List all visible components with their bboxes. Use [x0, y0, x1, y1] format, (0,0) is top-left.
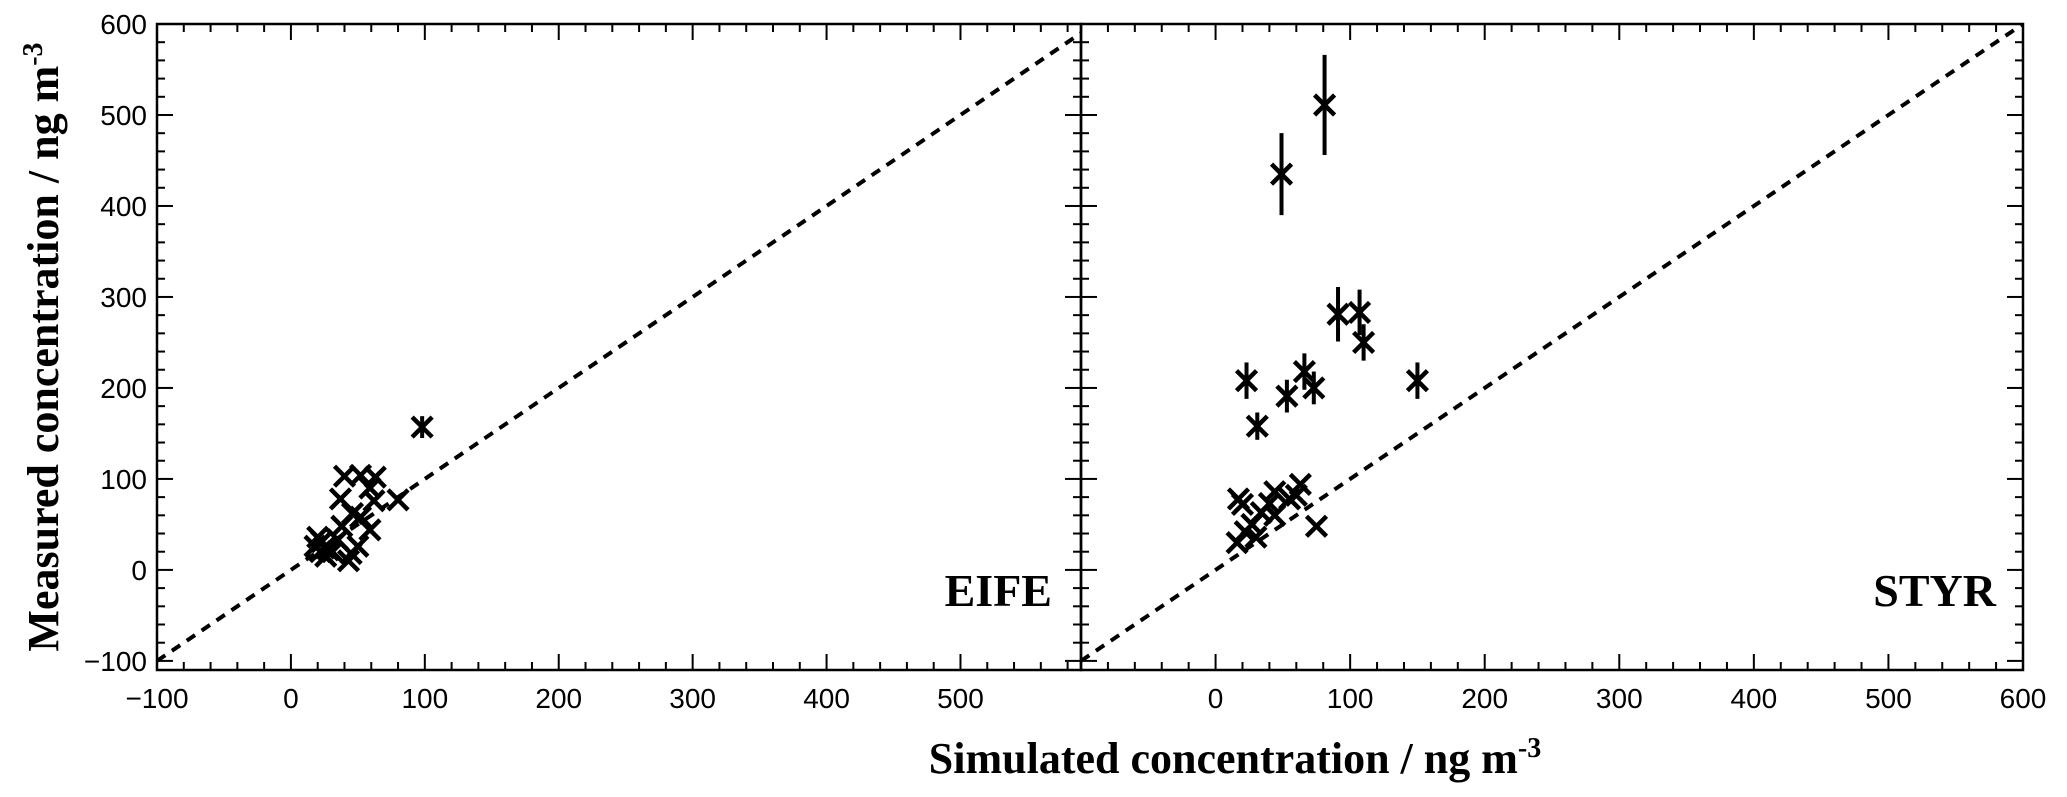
plot-area: [1081, 24, 2023, 663]
panel-eife: −100 0 100 200 300 400 500 −100 0 100 200 300 400 500…: [84, 9, 1083, 714]
data-point: [386, 488, 410, 512]
x-axis-title-exponent: -3: [1518, 733, 1541, 764]
data-point-stroke: [346, 534, 370, 558]
plot-frame: [1079, 22, 2025, 672]
data-point: [1225, 531, 1249, 555]
data-point-stroke: [332, 464, 357, 488]
x-tick-label: 200: [535, 683, 582, 714]
data-point-stroke: [1288, 472, 1312, 496]
data-point: [1312, 54, 1337, 156]
y-axis-title-exponent: -3: [18, 42, 49, 65]
x-tick-label: 500: [937, 683, 984, 714]
data-point: [1292, 353, 1316, 390]
data-point: [1230, 492, 1255, 516]
data-point: [1275, 379, 1299, 413]
y-tick-label: 0: [131, 555, 147, 586]
one-to-one-line: [1081, 24, 2023, 663]
panel-label-styr: STYR: [1873, 565, 1996, 616]
x-tick-label: 600: [2000, 683, 2047, 714]
data-point: [410, 415, 434, 439]
data-point: [330, 514, 354, 538]
data-point: [1263, 503, 1287, 527]
y-tick-label: 500: [100, 100, 147, 131]
y-tick-label: 100: [100, 464, 147, 495]
one-to-one-line: [157, 31, 1081, 663]
data-point: [1234, 362, 1259, 399]
data-point: [314, 544, 338, 568]
y-axis-title-text: Measured concentration / ng m: [19, 66, 68, 652]
data-point: [1326, 286, 1350, 342]
data-point-stroke: [330, 514, 354, 538]
data-point: [358, 476, 382, 500]
y-tick-label: 400: [100, 191, 147, 222]
x-tick-label: 400: [803, 683, 850, 714]
panel-label-eife: EIFE: [945, 565, 1052, 616]
data-point: [1269, 133, 1294, 216]
data-point-stroke: [358, 518, 382, 542]
x-tick-label: 100: [401, 683, 448, 714]
data-point-stroke: [358, 476, 382, 500]
x-axis-title-text: Simulated concentration / ng m: [929, 734, 1518, 783]
x-tick-label: 0: [1208, 683, 1224, 714]
data-point-stroke: [336, 549, 361, 573]
x-tick-label: 300: [1596, 683, 1643, 714]
y-tick-label: 300: [100, 282, 147, 313]
data-point-stroke: [1225, 531, 1249, 555]
x-axis-title: Simulated concentration / ng m-3: [929, 733, 1541, 783]
data-point: [358, 518, 382, 542]
data-point: [346, 534, 370, 558]
x-tick-label: −100: [125, 683, 188, 714]
x-tick-label: 0: [283, 683, 299, 714]
data-point: [336, 549, 361, 573]
data-point: [1288, 472, 1312, 496]
data-point-stroke: [386, 488, 410, 512]
x-tick-label: 200: [1461, 683, 1508, 714]
y-tick-label: 600: [100, 9, 147, 40]
data-point-stroke: [348, 505, 373, 529]
data-point: [1405, 362, 1430, 399]
y-tick-label: 200: [100, 373, 147, 404]
panel-styr: 0 100 200 300 400 500 600: [1079, 22, 2047, 714]
x-tick-label: 400: [1730, 683, 1777, 714]
data-point-stroke: [1230, 492, 1255, 516]
data-point-stroke: [328, 487, 353, 511]
x-tick-label: 500: [1865, 683, 1912, 714]
data-point-stroke: [1263, 503, 1287, 527]
plot-area: [157, 31, 1081, 663]
y-tick-label: −100: [84, 646, 147, 677]
data-point: [348, 505, 373, 529]
data-point: [1245, 412, 1269, 440]
data-point: [1347, 289, 1372, 336]
data-point-stroke: [314, 544, 338, 568]
data-point: [1304, 514, 1329, 538]
data-point: [1263, 480, 1287, 504]
y-axis-title: Measured concentration / ng m-3: [18, 42, 68, 651]
data-point-stroke: [1304, 514, 1329, 538]
data-point: [1244, 525, 1268, 549]
data-point: [1302, 371, 1326, 405]
data-point: [1352, 324, 1376, 361]
data-point-stroke: [1263, 480, 1287, 504]
x-tick-label: 100: [1327, 683, 1374, 714]
x-tick-label: 300: [669, 683, 716, 714]
data-point-stroke: [1244, 525, 1268, 549]
